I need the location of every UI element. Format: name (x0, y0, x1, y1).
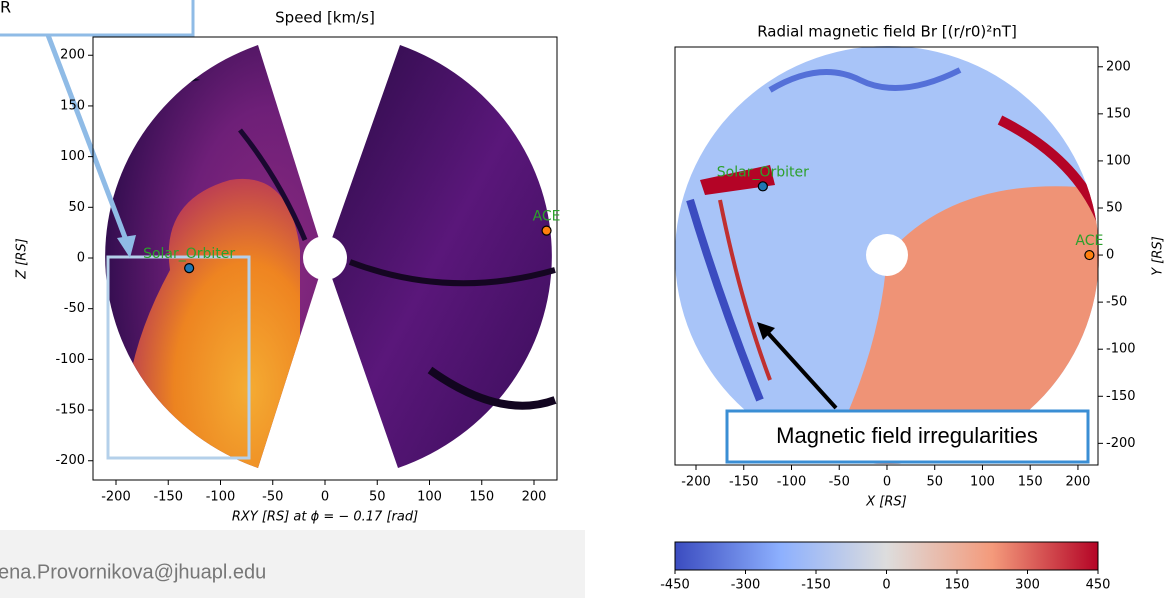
point (185, 264, 194, 273)
y-tick-label: -200 (55, 453, 85, 468)
x-tick-label: 100 (417, 490, 442, 505)
x-tick-label: 0 (321, 490, 329, 505)
x-tick-label: 200 (522, 490, 547, 505)
y-tick-label: 0 (77, 250, 85, 265)
y-tick-label: -150 (1106, 389, 1136, 404)
x-tick-label: -150 (153, 490, 183, 505)
y-axis-label: Y [RS] (1151, 236, 1166, 276)
y-tick-label: -100 (55, 352, 85, 367)
x-tick-label: -150 (729, 475, 759, 490)
point-label: Solar_Orbiter (717, 164, 809, 180)
y-tick-label: -150 (55, 403, 85, 418)
chart-title: Radial magnetic field Br [(r/r0)²nT] (757, 23, 1017, 41)
x-tick-label: -100 (206, 490, 236, 505)
y-tick-label: 100 (60, 149, 85, 164)
x-axis-label: X [RS] (865, 495, 906, 510)
colorbar-tick-label: 150 (945, 578, 970, 593)
chart-title: Speed [km/s] (275, 9, 375, 27)
slide: R Magnetic field irregularities ena.Prov… (0, 0, 1167, 598)
point (758, 182, 767, 191)
colorbar-tick-label: 0 (882, 578, 890, 593)
x-tick-label: 50 (369, 490, 386, 505)
y-axis-label: Z [RS] (15, 238, 30, 279)
y-tick-label: -100 (1106, 342, 1136, 357)
y-tick-label: 150 (1106, 106, 1131, 121)
point-label: ACE (533, 209, 561, 225)
y-tick-label: 200 (60, 48, 85, 63)
x-tick-label: 0 (883, 475, 891, 490)
y-tick-label: 200 (1106, 59, 1131, 74)
colorbar-tick-label: -150 (801, 578, 831, 593)
y-tick-label: 100 (1106, 153, 1131, 168)
x-tick-label: 50 (926, 475, 943, 490)
colorbar (675, 542, 1098, 570)
y-tick-label: 0 (1106, 248, 1114, 263)
x-tick-label: -200 (101, 490, 131, 505)
x-tick-label: 200 (1066, 475, 1091, 490)
x-axis-label: RXY [RS] at ϕ = − 0.17 [rad] (232, 510, 418, 525)
y-tick-label: 50 (1106, 200, 1123, 215)
top-box (0, 0, 193, 35)
x-tick-label: -50 (829, 475, 850, 490)
colorbar-tick-label: 450 (1086, 578, 1111, 593)
x-tick-label: -50 (262, 490, 283, 505)
colorbar-tick-label: 300 (1015, 578, 1040, 593)
colorbar-tick-label: -450 (660, 578, 690, 593)
x-tick-label: 100 (970, 475, 995, 490)
y-tick-label: -50 (1106, 295, 1127, 310)
point (542, 226, 551, 235)
y-tick-label: -50 (64, 301, 85, 316)
callout-text: Magnetic field irregularities (776, 423, 1038, 448)
x-tick-label: 150 (1018, 475, 1043, 490)
box-label: R (0, 0, 11, 17)
y-tick-label: 50 (68, 200, 85, 215)
y-tick-label: 150 (60, 98, 85, 113)
y-tick-label: -200 (1106, 436, 1136, 451)
email: ena.Provornikova@jhuapl.edu (0, 561, 266, 583)
point-label: Solar_Orbiter (143, 246, 235, 262)
colorbar-tick-label: -300 (731, 578, 761, 593)
point-label: ACE (1075, 233, 1103, 249)
point (1085, 251, 1094, 260)
x-tick-label: -100 (777, 475, 807, 490)
x-tick-label: 150 (469, 490, 494, 505)
br-image (670, 40, 1110, 470)
x-tick-label: -200 (681, 475, 711, 490)
